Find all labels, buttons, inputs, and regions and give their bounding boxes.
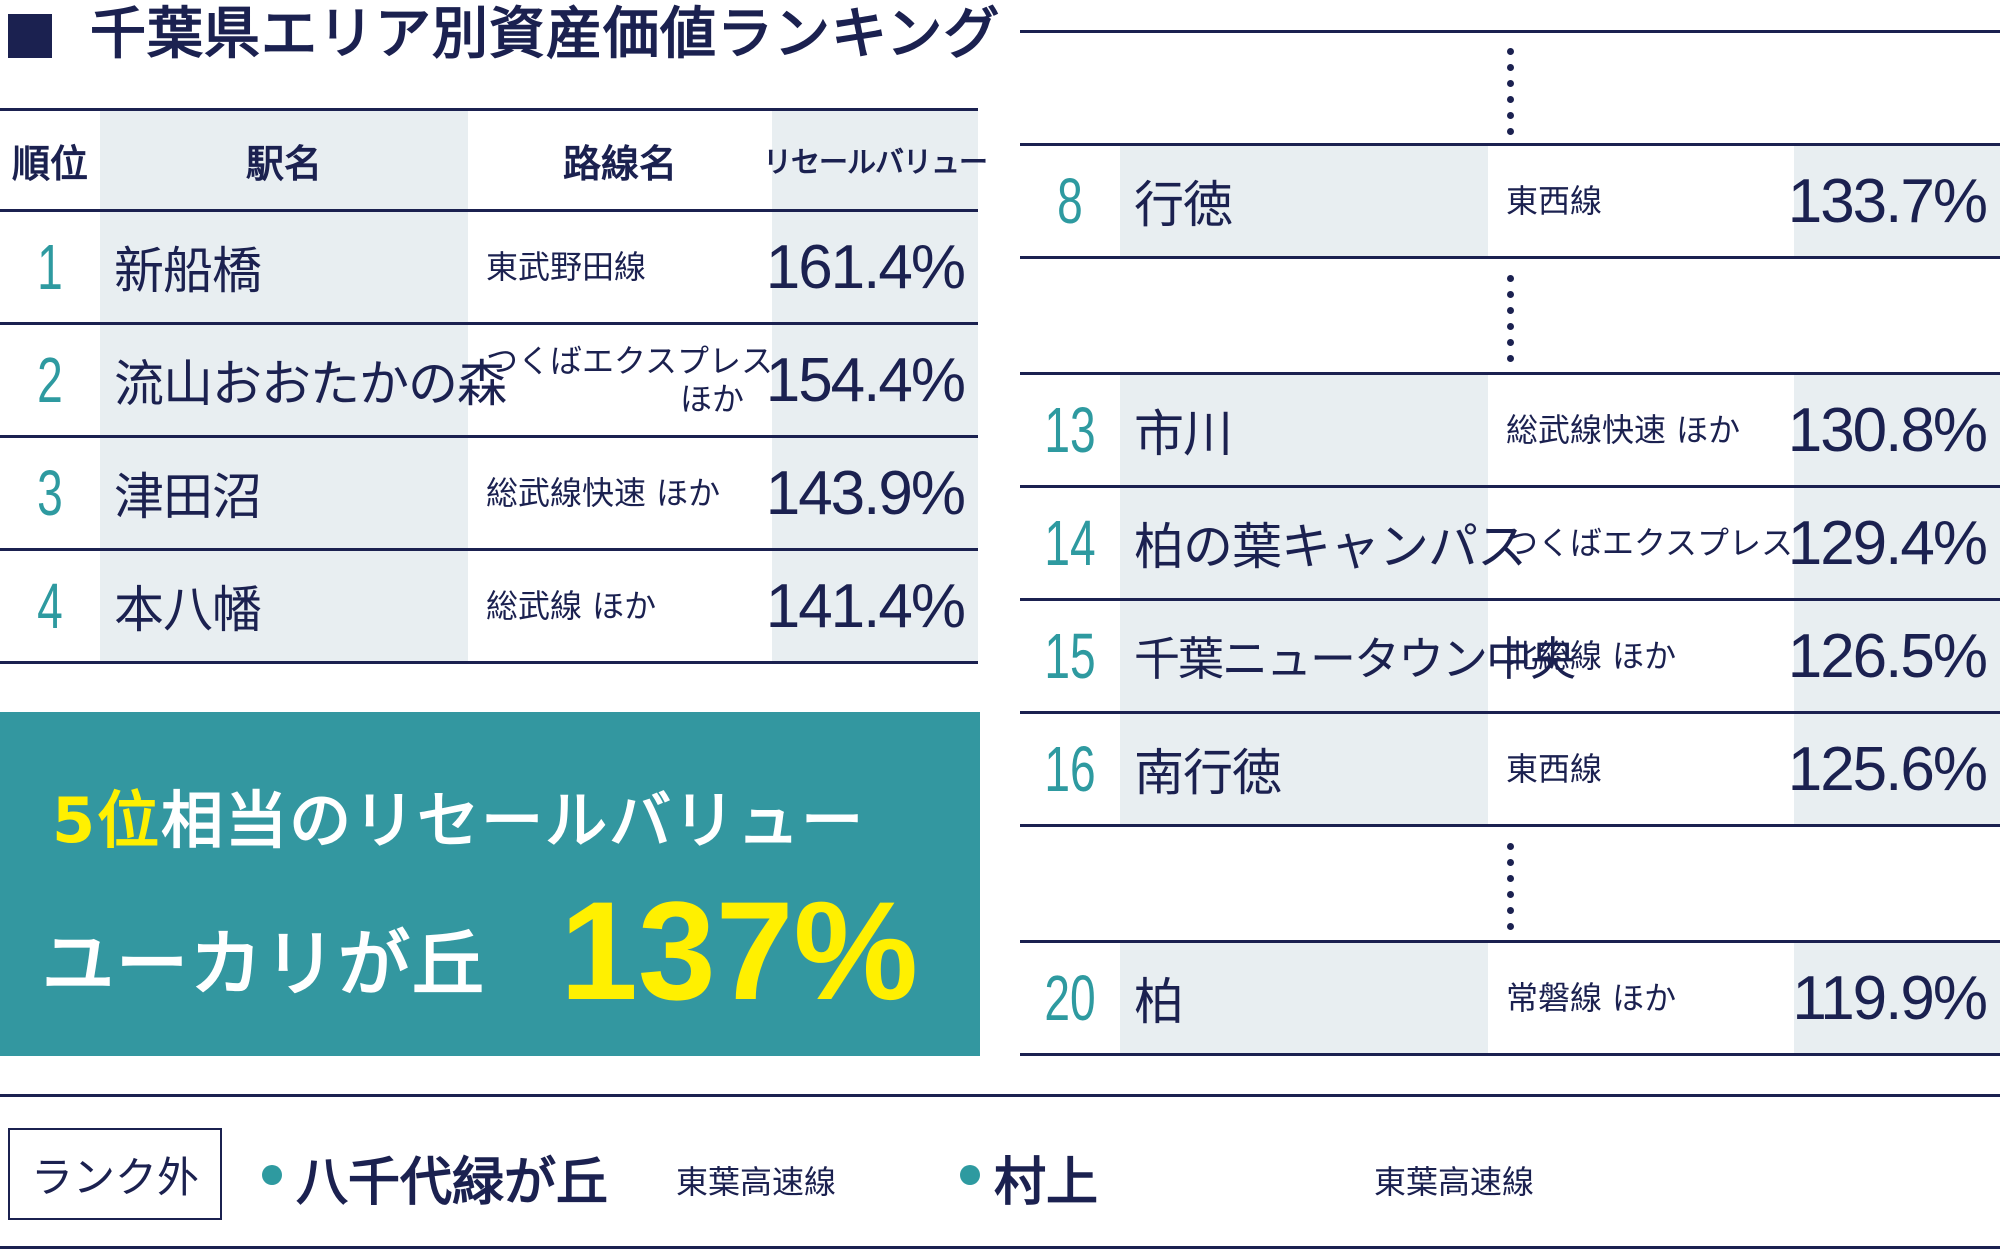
station-name: 柏	[1120, 943, 1488, 1053]
resale-value: 129.4%	[1788, 488, 2000, 598]
station-name: 本八幡	[100, 551, 468, 661]
station-name: 新船橋	[100, 212, 468, 322]
line-name: 北総線 ほか	[1506, 637, 1677, 675]
highlight-rank: 5位	[52, 784, 162, 857]
station-name: 流山おおたかの森	[100, 325, 507, 435]
resale-value: 119.9%	[1792, 943, 2000, 1053]
line-name: 常磐線 ほか	[1506, 979, 1677, 1017]
footer-station: 村上	[994, 1153, 1099, 1213]
footer-line: 東葉高速線	[676, 1163, 837, 1201]
line-name: 東西線	[1506, 750, 1603, 788]
divider	[0, 548, 978, 551]
station-name: 南行徳	[1120, 714, 1488, 824]
resale-value: 125.6%	[1788, 714, 2000, 824]
divider	[1020, 598, 2000, 601]
resale-value: 126.5%	[1788, 601, 2000, 711]
divider	[1020, 824, 2000, 827]
station-name: 津田沼	[100, 438, 468, 548]
bullet-icon	[960, 1165, 980, 1185]
highlight-value: 137%	[560, 872, 919, 1029]
resale-value: 130.8%	[1788, 375, 2000, 485]
line-name-part: つくばエクスプレス	[486, 342, 774, 380]
line-name: 東武野田線	[486, 248, 647, 286]
rank-number: 8	[1057, 165, 1083, 237]
rank-number: 16	[1044, 733, 1096, 805]
divider	[0, 661, 978, 664]
line-name: 総武線快速 ほか	[486, 474, 721, 512]
divider	[0, 322, 978, 325]
divider	[1020, 940, 2000, 943]
header-rank: 順位	[11, 141, 88, 186]
resale-value: 141.4%	[766, 551, 978, 661]
line-name-part: ほか	[679, 380, 744, 418]
divider	[1020, 30, 2000, 33]
title-square-icon	[8, 14, 52, 58]
divider	[1020, 711, 2000, 714]
resale-value: 154.4%	[766, 325, 978, 435]
resale-value: 133.7%	[1788, 146, 2000, 256]
divider	[1020, 143, 2000, 146]
divider	[0, 435, 978, 438]
header-line: 路線名	[562, 141, 677, 186]
header-value: リセールバリュー	[763, 111, 988, 209]
station-name: 市川	[1120, 375, 1488, 485]
highlight-caption: 5位相当のリセールバリュー	[52, 770, 865, 860]
highlight-caption-text: 相当のリセールバリュー	[161, 784, 866, 857]
rank-number: 4	[37, 570, 63, 642]
divider	[1020, 372, 2000, 375]
line-name: 東西線	[1506, 182, 1603, 220]
rank-number: 15	[1044, 620, 1096, 692]
line-name: 総武線 ほか	[486, 587, 657, 625]
footer-station: 八千代緑が丘	[296, 1153, 609, 1213]
divider	[0, 1246, 2000, 1249]
rank-number: 3	[37, 457, 63, 529]
divider	[0, 209, 978, 212]
rank-number: 20	[1044, 962, 1096, 1034]
divider	[0, 108, 978, 111]
station-name: 行徳	[1120, 146, 1488, 256]
footer-line: 東葉高速線	[1374, 1163, 1535, 1201]
ellipsis-dots-icon	[1507, 843, 1514, 939]
rank-number: 2	[37, 344, 63, 416]
out-of-rank-badge: ランク外	[8, 1128, 222, 1220]
ellipsis-dots-icon	[1507, 275, 1514, 371]
ellipsis-dots-icon	[1507, 48, 1514, 144]
divider	[1020, 256, 2000, 259]
rank-number: 14	[1044, 507, 1096, 579]
line-name: つくばエクスプレス ほか	[468, 325, 774, 435]
page-title: 千葉県エリア別資産価値ランキング	[90, 2, 1001, 67]
highlight-box	[0, 712, 980, 1056]
resale-value: 161.4%	[766, 212, 978, 322]
rank-number: 13	[1044, 394, 1096, 466]
divider	[1020, 1053, 2000, 1056]
divider	[0, 1094, 2000, 1097]
station-name: 柏の葉キャンパス	[1120, 488, 1527, 598]
resale-value: 143.9%	[766, 438, 978, 548]
line-name: 総武線快速 ほか	[1506, 411, 1741, 449]
station-name: 千葉ニュータウン中央	[1120, 601, 1576, 711]
divider	[1020, 485, 2000, 488]
rank-number: 1	[37, 231, 63, 303]
highlight-station: ユーカリが丘	[42, 922, 487, 1006]
header-station: 駅名	[100, 111, 468, 209]
line-name: つくばエクスプレス	[1506, 524, 1794, 562]
bullet-icon	[262, 1165, 282, 1185]
